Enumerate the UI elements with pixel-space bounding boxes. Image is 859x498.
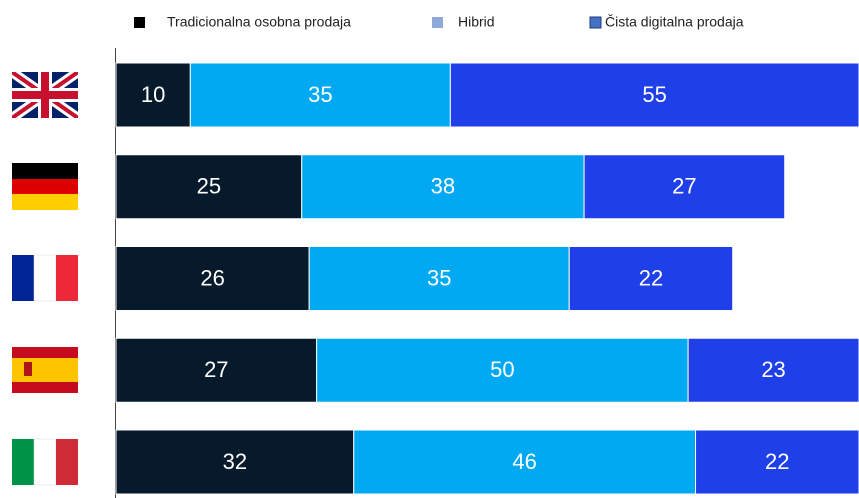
value-label: 27 [672,174,696,199]
flag-fr [12,254,78,302]
value-label: 38 [431,174,455,199]
bar-segment [115,246,310,311]
value-label: 25 [197,174,221,199]
value-label: 32 [223,449,247,474]
value-label: 27 [204,357,228,382]
bar-segment [115,154,303,220]
value-label: 22 [639,265,663,290]
value-label: 50 [490,357,514,382]
value-label: 10 [141,82,165,107]
value-label: 23 [761,357,785,382]
value-label: 22 [765,449,789,474]
flag-es [12,347,78,393]
bar-segment [115,337,318,403]
bar-segment [115,62,191,128]
legend-swatch [432,17,443,28]
flag-de [12,163,78,210]
value-label: 35 [308,82,332,107]
bar-segment [115,429,355,495]
value-label: 35 [427,265,451,290]
legend-label: Tradicionalna osobna prodaja [167,14,351,30]
legend-label: Čista digitalna prodaja [605,14,744,30]
bar-segment [301,154,585,220]
bar-segment [353,429,697,495]
value-label: 26 [200,265,224,290]
legend-swatch [589,16,602,29]
bar-segment [695,429,859,495]
value-label: 55 [642,82,666,107]
bar-segment [583,154,786,220]
flag-it [12,438,78,486]
bar-segment [449,62,859,128]
bar-segment [687,337,859,403]
flag-uk [12,72,78,118]
legend-label: Hibrid [458,14,495,30]
value-label: 46 [512,449,536,474]
bar-segment [308,246,570,311]
bar-segment [189,62,451,128]
bar-segment [316,337,689,403]
legend-swatch [134,17,145,28]
bar-segment [568,246,734,311]
